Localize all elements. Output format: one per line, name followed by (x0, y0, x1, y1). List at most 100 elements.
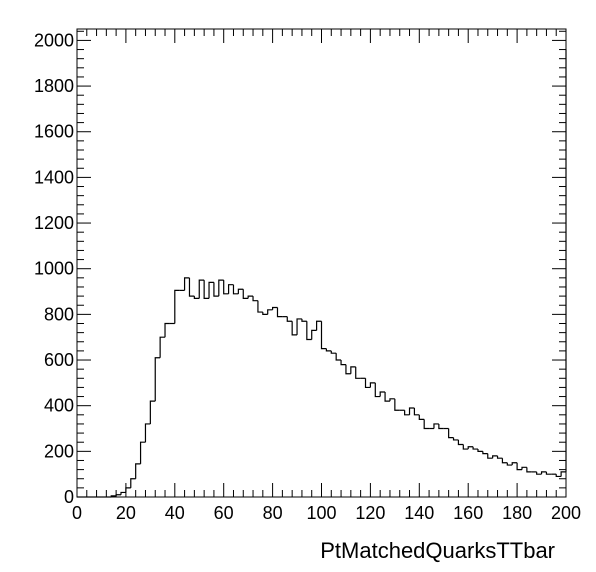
x-tick-label: 200 (551, 503, 581, 523)
x-axis-title: PtMatchedQuarksTTbar (320, 538, 555, 563)
histogram-bin (404, 410, 410, 416)
histogram-bin (482, 451, 488, 455)
histogram-bin (345, 364, 351, 375)
histogram-bin (501, 458, 508, 464)
histogram-bin (306, 321, 312, 341)
histogram-bin (252, 296, 258, 302)
plot-frame (76, 28, 567, 498)
x-tick-label: 0 (72, 503, 82, 523)
y-tick-label: 800 (44, 304, 74, 324)
histogram-bin (130, 478, 136, 488)
histogram-bin (487, 453, 493, 459)
histogram-bin (110, 495, 117, 497)
histogram-bin (159, 336, 166, 358)
histogram-bin (536, 471, 542, 475)
histogram-bin (457, 439, 464, 446)
histogram-bin (496, 455, 503, 459)
histogram-bin (555, 474, 562, 478)
tick-labels: 0 20 40 60 80 100 120 140 160 180 2000200400600800… (34, 30, 581, 523)
histogram-bin (413, 407, 420, 416)
histogram-bin (154, 357, 161, 402)
histogram-bin (335, 353, 342, 361)
histogram-bin (379, 391, 386, 397)
histogram-bin (125, 487, 131, 493)
histogram-bin (467, 446, 474, 450)
y-tick-label: 400 (44, 396, 74, 416)
x-tick-label: 40 (165, 503, 185, 523)
histogram-bin (526, 467, 532, 473)
histogram-bin (545, 471, 552, 475)
histogram-bin (355, 366, 361, 379)
y-tick-label: 1400 (34, 167, 74, 187)
y-tick-label: 1800 (34, 76, 74, 96)
histogram-bin (242, 289, 249, 299)
histogram-bin (149, 400, 156, 424)
histogram-bin (330, 350, 337, 354)
histogram-bin (272, 306, 278, 310)
histogram-bin (267, 309, 273, 315)
histogram-bin (521, 466, 527, 470)
histogram-bin (257, 300, 263, 313)
histogram-bin (183, 277, 190, 291)
histogram-bin (320, 321, 327, 350)
histogram-bin (462, 444, 469, 450)
y-tick-label: 0 (64, 487, 74, 507)
histogram-bin (472, 446, 478, 450)
histogram-bin (560, 471, 566, 477)
histogram-bin (296, 318, 302, 335)
histogram-bin (139, 441, 146, 464)
histogram-bin (208, 281, 214, 299)
histogram-bin (394, 398, 400, 411)
histogram-bin (174, 289, 180, 324)
axis-ticks (76, 29, 567, 498)
histogram-bin (135, 463, 141, 479)
histogram-bin (384, 391, 390, 402)
y-tick-label: 1200 (34, 213, 74, 233)
histogram-bin (232, 284, 239, 295)
plot-area-border (76, 28, 567, 498)
histogram-bin (477, 449, 483, 452)
x-tick-label: 80 (263, 503, 283, 523)
histogram-bin (301, 318, 307, 322)
histogram-bin (448, 428, 454, 439)
histogram-bin (511, 462, 518, 466)
y-tick-label: 600 (44, 350, 74, 370)
histogram-bin (408, 407, 415, 415)
x-tick-label: 180 (502, 503, 532, 523)
histogram-bin (144, 423, 151, 443)
histogram-bin (418, 414, 425, 420)
histogram-bin (340, 360, 346, 366)
histogram-bin (369, 382, 376, 388)
histogram-bin (325, 348, 332, 352)
x-tick-label: 20 (116, 503, 136, 523)
histogram-bin (492, 455, 498, 459)
histogram-bin (452, 437, 459, 441)
histogram-bin (120, 491, 126, 495)
histogram-bin (516, 462, 522, 471)
y-tick-label: 200 (44, 441, 74, 461)
histogram-bin (374, 382, 381, 398)
y-tick-label: 2000 (34, 30, 74, 50)
x-tick-label: 160 (453, 503, 483, 523)
histogram-bin (438, 423, 444, 430)
x-tick-label: 60 (214, 503, 234, 523)
histogram-bin (316, 320, 322, 331)
histogram-bin (291, 321, 298, 336)
histogram-bin (198, 279, 205, 299)
histogram-bin (164, 322, 170, 338)
histogram-bin (247, 295, 254, 299)
x-tick-label: 140 (404, 503, 434, 523)
histogram-bin (203, 280, 210, 299)
histogram-bin (433, 423, 439, 429)
histogram-bin (286, 316, 293, 322)
histogram-bin (389, 398, 395, 402)
histogram-bin (350, 366, 356, 374)
histogram-bin (423, 419, 430, 430)
y-tick-label: 1600 (34, 122, 74, 142)
histogram-bin (311, 329, 317, 340)
histogram-bin (115, 494, 122, 496)
histogram-bin (218, 279, 224, 297)
histogram-bin (223, 280, 229, 295)
histogram-bin (506, 462, 513, 466)
